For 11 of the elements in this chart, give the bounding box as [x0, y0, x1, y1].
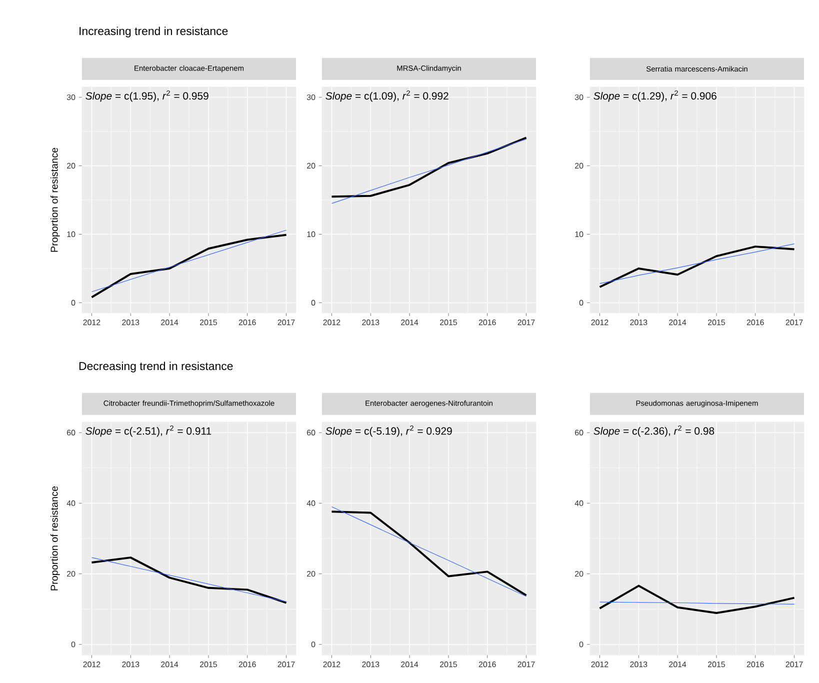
y-axis-title: Proportion of resistance [50, 486, 60, 590]
y-axis-title: Proportion of resistance [50, 148, 60, 252]
annotation: Slope = c(1.95), r$^{2}$ = 0.959 [86, 90, 208, 102]
annotation: Slope = c(-2.36), r$^{2}$ = 0.98 [594, 426, 714, 437]
line-series [598, 584, 796, 614]
annotation: Slope = c(1.09), r$^{2}$ = 0.992 [326, 90, 448, 102]
annotation: Slope = c(-2.51), r$^{2}$ = 0.911 [86, 426, 212, 437]
annotation: Slope = c(-5.19), r$^{2}$ = 0.929 [326, 426, 452, 437]
chart-title: Decreasing trend in resistance [79, 362, 233, 372]
chart-title: Increasing trend in resistance [80, 26, 228, 38]
annotation: Slope = c(1.29), r$^{2}$ = 0.906 [594, 90, 716, 102]
